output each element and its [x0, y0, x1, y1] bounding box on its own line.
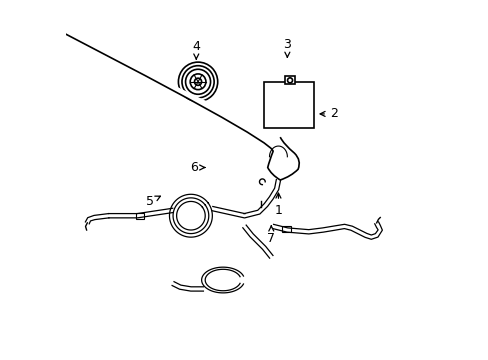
Text: 1: 1 [274, 193, 282, 217]
FancyBboxPatch shape [285, 76, 295, 84]
FancyBboxPatch shape [264, 82, 313, 128]
Text: 5: 5 [145, 195, 160, 208]
PathPatch shape [267, 137, 299, 180]
Text: 7: 7 [267, 226, 275, 246]
Text: 4: 4 [192, 40, 200, 59]
Bar [282, 226, 290, 232]
Bar [135, 213, 144, 219]
Text: 2: 2 [320, 107, 337, 120]
Text: 3: 3 [283, 38, 291, 57]
Text: 6: 6 [190, 161, 204, 174]
